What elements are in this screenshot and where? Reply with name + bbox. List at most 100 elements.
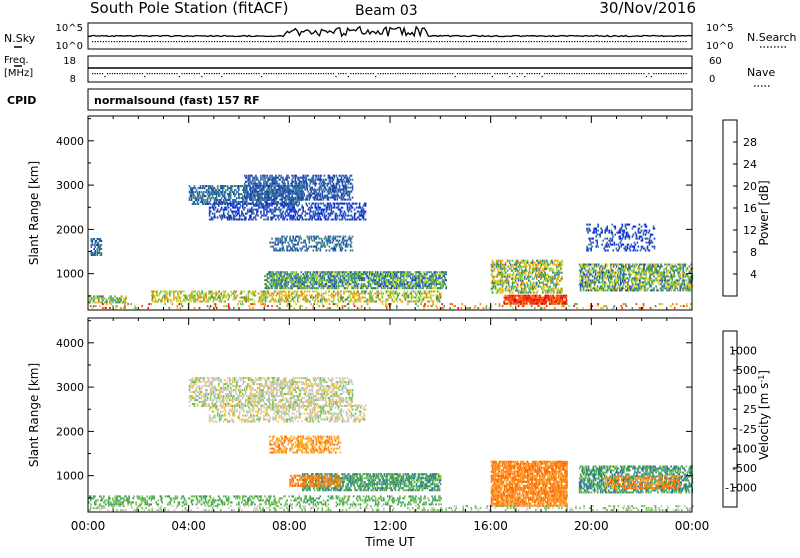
nsky-tick-bottom: 10^0 — [56, 41, 83, 52]
power-cell — [288, 203, 290, 205]
nave-dot — [534, 73, 535, 74]
power-cell — [271, 283, 273, 285]
power-cell — [248, 181, 250, 183]
power-cell — [232, 213, 234, 215]
nave-dot — [335, 76, 336, 77]
power-cell — [98, 301, 100, 303]
nave-dot — [542, 76, 543, 77]
power-cell — [395, 279, 397, 281]
power-cell — [322, 279, 324, 281]
power-cell — [360, 271, 362, 273]
power-cell — [275, 175, 277, 177]
power-cell — [347, 193, 349, 195]
power-cell — [392, 287, 394, 289]
power-cell — [436, 299, 438, 301]
power-cell — [332, 242, 334, 244]
power-cell — [322, 246, 324, 248]
power-cell — [549, 301, 551, 303]
power-cell — [315, 215, 317, 217]
power-cell — [194, 201, 196, 203]
power-cell — [342, 297, 344, 299]
nsearch-dot — [474, 41, 475, 42]
power-cell — [301, 217, 303, 219]
power-cell — [325, 236, 327, 238]
power-cell — [261, 195, 263, 197]
nsearch-dot — [311, 41, 312, 42]
power-cell — [313, 211, 315, 213]
power-cell — [266, 213, 268, 215]
power-cell — [320, 273, 322, 275]
power-cell — [257, 179, 259, 181]
power-cell — [355, 287, 357, 289]
power-cell — [335, 293, 337, 295]
power-cell — [379, 279, 381, 281]
power-cell — [360, 301, 362, 303]
power-cell — [440, 295, 442, 297]
power-cell — [504, 274, 506, 276]
power-cell — [244, 187, 246, 189]
power-cell — [515, 295, 517, 297]
power-cell — [261, 295, 263, 297]
power-cell — [314, 240, 316, 242]
power-cell — [343, 215, 345, 217]
nsearch-dot — [550, 41, 551, 42]
power-cell — [306, 205, 308, 207]
power-cell — [412, 295, 414, 297]
power-cell — [505, 272, 507, 274]
nave-dot — [311, 73, 312, 74]
power-cell — [422, 287, 424, 289]
nave-dot — [263, 73, 264, 74]
power-cell — [393, 277, 395, 279]
power-cell — [337, 215, 339, 217]
power-cell — [321, 199, 323, 201]
power-cell — [566, 295, 568, 297]
power-cell — [347, 209, 349, 211]
power-cell — [237, 207, 239, 209]
power-cell — [277, 271, 279, 273]
power-cell — [246, 181, 248, 183]
power-cell — [342, 217, 344, 219]
nave-dot — [380, 73, 381, 74]
nave-dot — [345, 73, 346, 74]
power-cell — [281, 275, 283, 277]
power-cell — [362, 207, 364, 209]
power-cell — [409, 301, 411, 303]
nave-dot — [544, 73, 545, 74]
power-cell — [422, 273, 424, 275]
power-cell — [201, 293, 203, 295]
power-cell — [281, 244, 283, 246]
power-cell — [329, 246, 331, 248]
power-cell — [321, 175, 323, 177]
power-cell — [318, 211, 320, 213]
power-cell — [498, 280, 500, 282]
power-cell — [415, 291, 417, 293]
power-cell — [491, 290, 493, 292]
power-cell — [283, 207, 285, 209]
power-cell — [305, 177, 307, 179]
power-cell — [325, 291, 327, 293]
nsearch-dot — [341, 41, 342, 42]
power-cell — [336, 279, 338, 281]
power-cell — [350, 240, 352, 242]
power-cell — [420, 271, 422, 273]
power-cell — [349, 197, 351, 199]
nave-dot — [616, 73, 617, 74]
power-cell — [325, 217, 327, 219]
power-cell — [351, 211, 353, 213]
power-cell — [435, 277, 437, 279]
power-cell — [254, 181, 256, 183]
nsearch-dot — [222, 41, 223, 42]
power-cell — [505, 262, 507, 264]
power-cell — [319, 191, 321, 193]
power-cell — [343, 291, 345, 293]
power-cell — [152, 301, 154, 303]
power-cell — [252, 299, 254, 301]
power-cell — [500, 280, 502, 282]
power-cell — [318, 219, 320, 221]
nsearch-dot — [328, 41, 329, 42]
power-cell — [561, 295, 563, 297]
power-cell — [267, 185, 269, 187]
power-cell — [203, 297, 205, 299]
power-cell — [342, 195, 344, 197]
power-cell — [392, 293, 394, 295]
